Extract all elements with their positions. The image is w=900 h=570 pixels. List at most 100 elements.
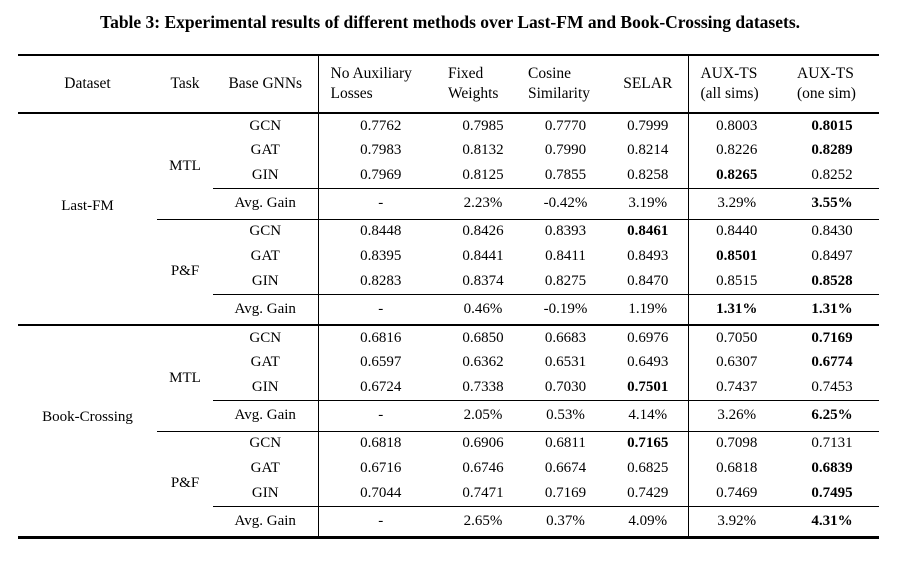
gnn-label: GAT (250, 248, 280, 264)
value-cell: 2.23% (443, 187, 523, 219)
value-cell: 0.8440 (687, 218, 785, 244)
value-cell: 0.6811 (523, 430, 608, 456)
value-cell: 0.6850 (443, 324, 523, 350)
value-cell: 3.92% (687, 505, 785, 537)
table-row: GAT 0.6597 0.6362 0.6531 0.6493 0.6307 0… (18, 350, 879, 375)
value-cell: 2.05% (443, 399, 523, 431)
gnn-label: GIN (251, 484, 279, 501)
value-cell: 0.7855 (544, 166, 587, 183)
col-header-task: Task (157, 55, 213, 114)
value-cell: 3.29% (687, 187, 785, 219)
value-cell: 0.8289 (811, 142, 853, 158)
col-header-cosine-similarity: Cosine Similarity (523, 55, 608, 114)
gnn-label: GAT (250, 354, 280, 370)
value-cell: 0.8214 (627, 142, 669, 158)
value-cell: 0.8411 (545, 248, 586, 264)
value-cell: 0.8283 (317, 269, 443, 294)
value-cell: 0.7469 (687, 481, 785, 506)
value-cell: 0.6746 (462, 460, 504, 476)
value-cell: - (317, 505, 443, 537)
value-cell: 0.6818 (317, 430, 443, 456)
col-header-selar: SELAR (608, 55, 688, 114)
value-cell: - (317, 187, 443, 219)
value-cell: 0.8015 (811, 117, 853, 134)
value-cell: 0.7338 (462, 378, 504, 395)
value-cell: 0.8003 (687, 113, 785, 138)
value-cell: 1.31% (785, 293, 879, 325)
header-line: Similarity (528, 85, 590, 102)
value-cell: 0.6906 (443, 430, 523, 456)
value-cell: 0.7098 (687, 430, 785, 456)
value-cell: 0.8501 (687, 244, 785, 269)
value-cell: 0.6825 (627, 460, 669, 476)
table-row: GIN 0.7969 0.8125 0.7855 0.8258 0.8265 0… (18, 163, 879, 188)
value-cell: 0.6307 (687, 350, 785, 375)
value-cell: 4.31% (785, 505, 879, 537)
table-row: GAT 0.7983 0.8132 0.7990 0.8214 0.8226 0… (18, 138, 879, 163)
value-cell: - (317, 293, 443, 325)
value-cell: 3.26% (687, 399, 785, 431)
dataset-label-text: Book-Crossing (42, 409, 133, 426)
value-cell: 0.6716 (317, 456, 443, 481)
value-cell: 0.6597 (317, 350, 443, 375)
header-line: Fixed (448, 64, 484, 82)
value-cell: 0.7983 (317, 138, 443, 163)
value-cell: 0.8515 (687, 269, 785, 294)
table-row: GIN 0.7044 0.7471 0.7169 0.7429 0.7469 0… (18, 481, 879, 506)
value-cell: 0.7762 (317, 113, 443, 138)
value-cell: 0.8132 (462, 142, 504, 158)
value-cell: 3.19% (608, 187, 688, 219)
header-line: AUX-TS (700, 64, 758, 82)
header-line: AUX-TS (797, 64, 854, 82)
value-cell: 0.8461 (608, 218, 688, 244)
value-cell: 0.7770 (544, 117, 587, 134)
value-cell: 0.6818 (687, 456, 785, 481)
value-cell: 2.65% (443, 505, 523, 537)
value-cell: 6.25% (785, 399, 879, 431)
gnn-label: GCN (213, 324, 318, 350)
value-cell: 0.8430 (785, 218, 879, 244)
value-cell: 0.8258 (627, 166, 669, 183)
value-cell: 0.8470 (627, 272, 669, 289)
value-cell: -0.19% (523, 293, 608, 325)
value-cell: 0.8393 (523, 218, 608, 244)
table-row: GIN 0.8283 0.8374 0.8275 0.8470 0.8515 0… (18, 269, 879, 294)
gnn-label: GCN (213, 430, 318, 456)
table-row: Last-FM MTL GCN 0.7762 0.7985 0.7770 0.7… (18, 113, 879, 214)
value-cell: 0.8374 (462, 272, 504, 289)
value-cell: 0.8493 (627, 248, 669, 264)
gnn-label: GAT (250, 142, 280, 158)
table-caption: Table 3: Experimental results of differe… (100, 12, 800, 32)
header-line: Losses (330, 85, 373, 102)
table-row: P&F GCN 0.8448 0.8426 0.8393 0.8461 0.84… (18, 218, 879, 325)
value-cell: 0.7050 (687, 324, 785, 350)
value-cell: 0.8395 (317, 244, 443, 269)
task-label: P&F (157, 430, 213, 537)
table-row: GAT 0.6716 0.6746 0.6674 0.6825 0.6818 0… (18, 456, 879, 481)
col-header-base-gnns: Base GNNs (213, 55, 318, 114)
avg-gain-label: Avg. Gain (213, 399, 318, 431)
value-cell: 0.6976 (608, 324, 688, 350)
value-cell: 0.7165 (608, 430, 688, 456)
value-cell: 0.7990 (544, 142, 587, 158)
value-cell: 0.6362 (462, 354, 504, 370)
dataset-label: Book-Crossing (18, 324, 157, 537)
value-cell: 0.37% (523, 505, 608, 537)
gnn-label: GIN (251, 166, 279, 183)
value-cell: 0.7501 (627, 378, 669, 395)
avg-gain-row: Avg. Gain - 2.23% -0.42% 3.19% 3.29% 3.5… (18, 187, 879, 219)
avg-gain-label: Avg. Gain (213, 187, 318, 219)
col-header-fixed-weights: Fixed Weights (443, 55, 523, 114)
value-cell: 0.7453 (811, 378, 853, 395)
value-cell: 1.19% (608, 293, 688, 325)
header-line: Cosine (528, 64, 572, 82)
value-cell: 0.7169 (544, 484, 587, 501)
col-header-aux-ts-one-sim: AUX-TS (one sim) (785, 55, 879, 114)
value-cell: 0.8441 (462, 248, 504, 264)
value-cell: 0.8448 (317, 218, 443, 244)
value-cell: 0.6674 (544, 460, 587, 476)
value-cell: 4.09% (608, 505, 688, 537)
header-row: Dataset Task Base GNNs No Auxiliary Loss… (18, 55, 879, 114)
table-row: P&F GCN 0.6818 0.6906 0.6811 0.7165 0.70… (18, 430, 879, 537)
